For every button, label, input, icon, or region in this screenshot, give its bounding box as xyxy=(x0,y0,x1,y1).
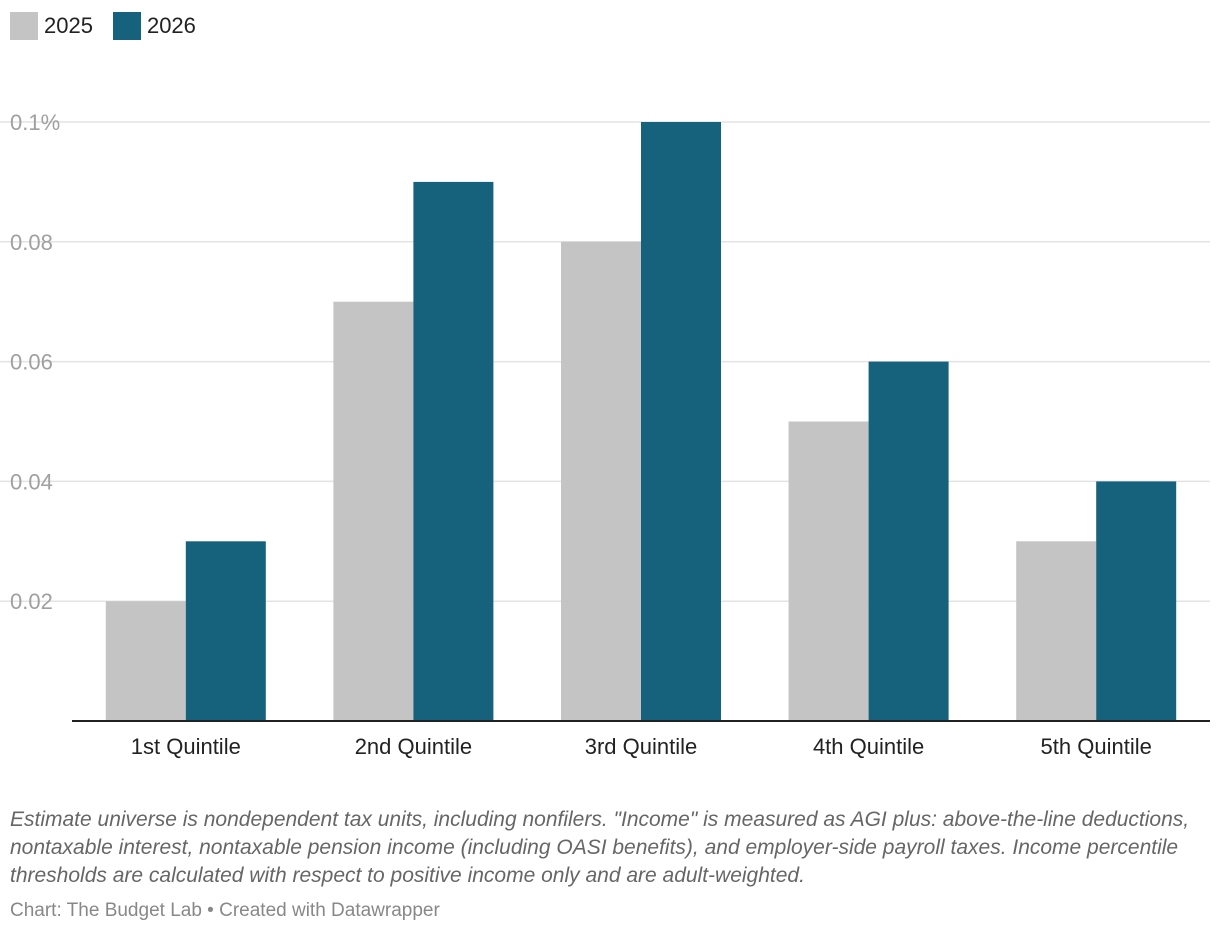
bar-2026 xyxy=(413,181,494,721)
legend-item-2026: 2026 xyxy=(112,12,196,40)
y-tick-label: 0.08 xyxy=(10,230,53,255)
legend-swatch-2025 xyxy=(10,12,38,40)
bar-2026 xyxy=(641,122,721,721)
y-tick-label: 0.04 xyxy=(10,469,53,494)
x-tick-label: 2nd Quintile xyxy=(355,734,472,759)
legend-label-2025: 2025 xyxy=(44,13,93,38)
legend-item-2025: 2025 xyxy=(10,12,93,40)
legend-label-2026: 2026 xyxy=(146,13,196,38)
x-tick-label: 3rd Quintile xyxy=(585,734,698,759)
x-tick-label: 1st Quintile xyxy=(131,734,241,759)
x-tick-label: 5th Quintile xyxy=(1041,734,1152,759)
chart-note: Estimate universe is nondependent tax un… xyxy=(10,808,1190,887)
bar-2025 xyxy=(788,421,869,721)
bar-2025 xyxy=(105,601,186,721)
y-tick-label: 0.1% xyxy=(10,110,60,135)
bar-2026 xyxy=(1096,481,1177,721)
bar-2025 xyxy=(1016,541,1097,721)
y-tick-label: 0.02 xyxy=(10,589,53,614)
bar-2026 xyxy=(868,361,949,721)
bar-2025 xyxy=(333,301,414,721)
legend-swatch-2026 xyxy=(112,12,141,40)
chart-legend: 2025 2026 xyxy=(10,12,196,40)
bar-2025 xyxy=(561,241,641,722)
bar-2026 xyxy=(185,541,266,721)
chart-credit: Chart: The Budget Lab • Created with Dat… xyxy=(10,900,440,921)
y-tick-label: 0.06 xyxy=(10,350,53,375)
bar-chart: 0.02 0.04 0.06 0.08 0.1% 1st Quintile 2nd Quin… xyxy=(0,110,1210,759)
x-tick-label: 4th Quintile xyxy=(813,734,924,759)
